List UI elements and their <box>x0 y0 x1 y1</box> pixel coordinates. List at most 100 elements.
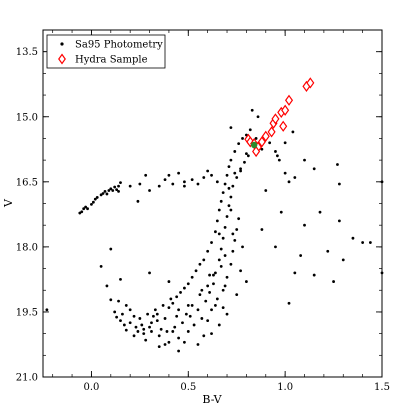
photometry-point <box>229 262 233 266</box>
photometry-point <box>229 158 233 162</box>
photometry-point <box>163 343 167 346</box>
photometry-point <box>326 249 330 253</box>
photometry-point <box>183 286 186 290</box>
photometry-point <box>194 269 198 273</box>
axis-ticks: 0.0 0.5 1.0 1.5 13.5 15.0 16.5 18.0 19.5 21.0 <box>16 29 390 393</box>
photometry-point <box>157 184 161 188</box>
photometry-point <box>268 141 272 145</box>
photometry-point <box>128 321 132 325</box>
photometry-point <box>198 262 202 266</box>
photometry-point <box>312 273 316 277</box>
photometry-point <box>111 189 115 192</box>
photometry-point <box>233 150 237 153</box>
photometry-point <box>229 208 233 212</box>
photometry-point <box>245 152 248 156</box>
legend-marker-dot <box>60 42 64 46</box>
photometry-point <box>152 314 155 318</box>
photometry-point <box>287 301 291 305</box>
photometry-point <box>246 154 250 158</box>
photometry-point <box>210 332 213 336</box>
photometry-point <box>221 236 225 240</box>
hydra-sample-point <box>267 126 276 138</box>
photometry-point <box>227 186 231 190</box>
photometry-point <box>186 330 190 333</box>
photometry-point <box>217 232 221 236</box>
photometry-point <box>221 306 225 309</box>
photometry-point <box>153 308 157 312</box>
photometry-point <box>161 304 165 307</box>
photometry-point <box>202 334 206 338</box>
photometry-point <box>163 178 167 182</box>
photometry-point <box>119 181 122 185</box>
photometry-point <box>103 189 107 193</box>
photometry-point <box>109 298 113 302</box>
photometry-point <box>202 258 206 262</box>
photometry-point <box>132 334 136 338</box>
photometry-point <box>144 173 148 177</box>
photometry-point <box>219 199 223 203</box>
photometry-point <box>171 301 175 305</box>
photometry-point <box>293 271 297 275</box>
photometry-point <box>351 236 355 240</box>
photometry-point <box>235 293 239 296</box>
photometry-point <box>163 317 167 320</box>
photometry-point <box>291 130 295 134</box>
photometry-point <box>283 171 287 175</box>
photometry-point <box>183 184 186 188</box>
photometry-point <box>134 325 138 329</box>
photometry-point <box>221 288 225 292</box>
photometry-point <box>208 273 211 277</box>
photometry-point <box>177 349 181 353</box>
photometry-point <box>117 184 120 188</box>
photometry-point <box>225 312 229 316</box>
photometry-point <box>175 314 179 318</box>
photometry-point <box>215 180 219 184</box>
photometry-point <box>303 158 306 162</box>
legend-label-hydra: Hydra Sample <box>75 55 148 66</box>
x-axis-label: B-V <box>202 393 222 406</box>
photometry-point <box>312 167 316 171</box>
photometry-point <box>148 271 151 275</box>
photometry-point <box>254 137 258 140</box>
photometry-point <box>241 137 244 140</box>
x-tick-label: 1.0 <box>277 382 293 393</box>
photometry-point <box>196 343 200 346</box>
y-tick-label: 16.5 <box>16 177 38 188</box>
x-tick-label: 1.5 <box>374 382 390 393</box>
photometry-point <box>277 158 281 162</box>
photometry-point <box>274 245 277 249</box>
photometry-point <box>167 280 171 283</box>
photometry-point <box>122 323 126 327</box>
y-tick-label: 19.5 <box>16 307 38 318</box>
photometry-point <box>167 173 171 177</box>
photometry-point <box>279 210 283 214</box>
photometry-point <box>239 167 242 171</box>
y-tick-label: 21.0 <box>16 373 38 384</box>
photometry-point <box>250 108 254 112</box>
photometry-point <box>105 192 109 196</box>
photometry-point <box>113 310 117 314</box>
photometry-point <box>231 232 235 236</box>
photometry-point <box>192 323 196 327</box>
photometry-point <box>150 321 153 325</box>
photometry-point <box>229 195 233 199</box>
hydra-sample-point <box>279 120 288 132</box>
photometry-point <box>99 264 103 268</box>
legend-marker-diamond <box>58 53 66 65</box>
hydra-sample-point <box>257 136 266 148</box>
photometry-point <box>109 247 113 251</box>
photometry-point <box>124 304 128 307</box>
photometry-point <box>177 171 181 175</box>
photometry-point <box>337 219 341 223</box>
photometry-point <box>293 176 297 179</box>
photometry-point <box>179 291 182 294</box>
photometry-point <box>227 165 231 169</box>
photometry-point <box>142 332 146 336</box>
x-tick-label: 0.5 <box>180 382 196 393</box>
photometry-point <box>299 254 303 257</box>
photometry-point <box>221 191 225 195</box>
photometry-point <box>45 308 49 312</box>
photometry-point <box>80 210 84 214</box>
y-tick-label: 18.0 <box>16 242 38 253</box>
photometry-point <box>210 308 213 312</box>
